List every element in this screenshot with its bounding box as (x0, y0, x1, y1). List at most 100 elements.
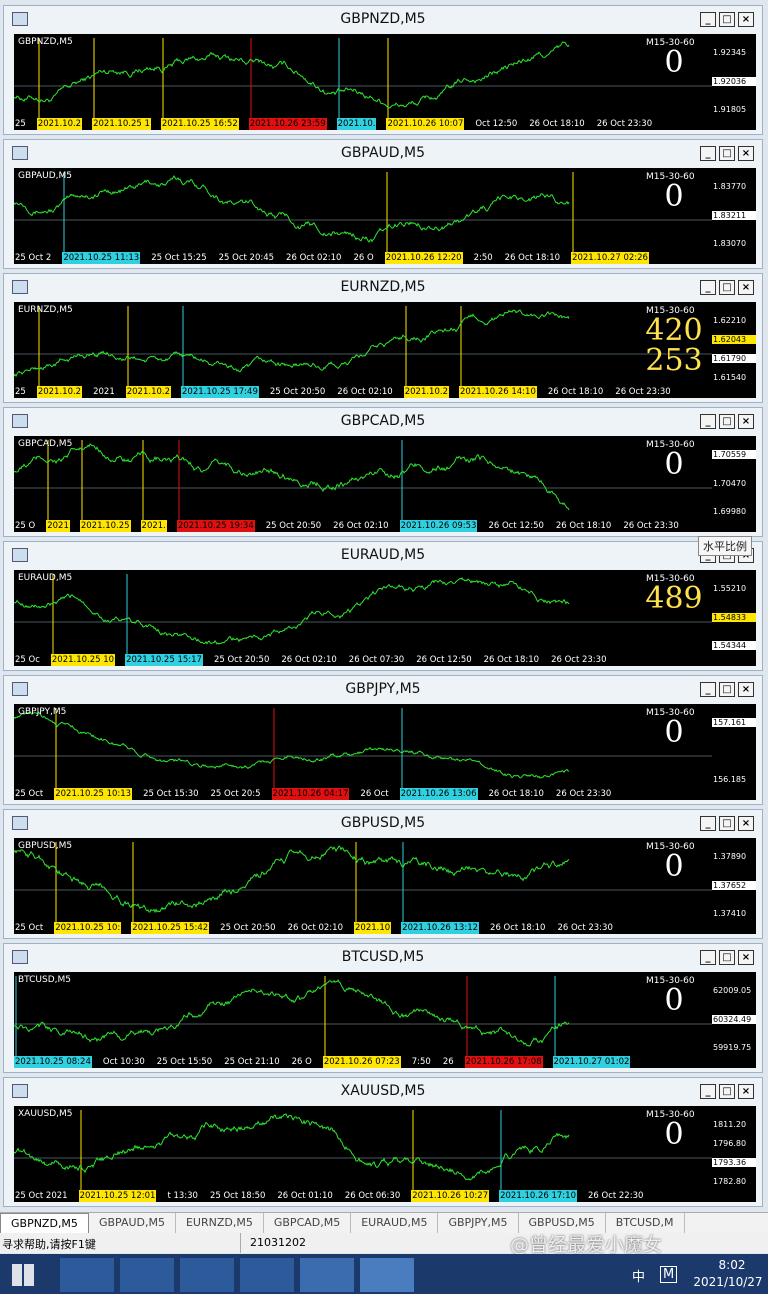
chart-area: GBPAUD,M5 M15-30-60 0 1.83770 1.83211 1.83070… (14, 168, 756, 264)
price-label: 156.185 (713, 775, 747, 784)
time-scale: 25 Oct 2021.10.25 10: 2021.10.25 15:42 25 O… (14, 922, 712, 934)
tab[interactable]: GBPJPY,M5 (438, 1213, 519, 1233)
indicator-label: M15-30-60 (646, 574, 695, 584)
counter: 253 (645, 343, 703, 378)
task-icon[interactable] (120, 1258, 174, 1292)
window-button[interactable]: □ (719, 682, 735, 697)
window-button[interactable]: _ (700, 414, 716, 429)
tab[interactable]: GBPCAD,M5 (264, 1213, 352, 1233)
time-label: 25 Oct 20:50 (220, 923, 276, 933)
time-label: 2021.10.25 17:49 (181, 386, 259, 398)
window-button[interactable]: _ (700, 682, 716, 697)
price-scale: 1.70559 1.70470 1.69980 (712, 450, 756, 516)
window-button[interactable]: □ (719, 950, 735, 965)
window-button[interactable]: × (738, 414, 754, 429)
window-title: GBPAUD,M5 (340, 145, 426, 161)
window-button[interactable]: × (738, 12, 754, 27)
chart-area: XAUUSD,M5 M15-30-60 0 1811.20 1796.80 1793.36… (14, 1106, 756, 1202)
counter: 489 (645, 581, 703, 616)
time-label: 2021.10.26 13:12 (401, 922, 480, 934)
price-path (14, 577, 570, 645)
window-button[interactable]: × (738, 146, 754, 161)
clock-time: 8:02 (718, 1258, 746, 1272)
window-buttons: _□× (700, 414, 754, 429)
time-label: 26 Oct 12:50 (488, 521, 544, 531)
time-label: 26 Oct 18:10 (529, 119, 585, 129)
window-button[interactable]: × (738, 1084, 754, 1099)
ime-mode[interactable]: M (660, 1266, 678, 1283)
window-button[interactable]: _ (700, 816, 716, 831)
time-scale: 25 Oct 2021 2021.10.25 12:01 t 13:30 25 Oct… (14, 1190, 712, 1202)
window-button[interactable]: _ (700, 12, 716, 27)
window-button[interactable]: □ (719, 12, 735, 27)
window-button[interactable]: × (738, 682, 754, 697)
indicator-label: M15-30-60 (646, 38, 695, 48)
time-label: 26 Oct 06:30 (344, 1191, 401, 1201)
task-icon[interactable] (360, 1258, 414, 1292)
price-path (14, 1113, 570, 1181)
time-label: 25 Oct 2021 (15, 1191, 68, 1201)
tab[interactable]: BTCUSD,M (606, 1213, 685, 1233)
window-title: EURAUD,M5 (340, 547, 426, 563)
window-title: BTCUSD,M5 (341, 949, 425, 965)
chart-window: BTCUSD,M5 _ □ × BTCUSD,M5 M15-30-60 0 62009.05 6… (3, 943, 763, 1073)
indicator-label: M15-30-60 (646, 306, 695, 316)
window-button[interactable]: □ (719, 280, 735, 295)
time-label: 2021.10. (336, 118, 377, 130)
time-scale: 25 Oct 2021.10.25 10:13 25 Oct 15:30 25 Oct… (14, 788, 712, 800)
watermark: @曾经最爱小魔女 (510, 1234, 663, 1256)
time-label: 2:50 (473, 253, 493, 263)
price-line (14, 1110, 712, 1190)
chart-area: EURNZD,M5 M15-30-60 420 253 1.62210 1.62043 1.… (14, 302, 756, 398)
tab[interactable]: GBPAUD,M5 (89, 1213, 176, 1233)
task-icon[interactable] (300, 1258, 354, 1292)
price-label: 1.54344 (712, 641, 756, 650)
time-label: 2021.10.25 16:52 (160, 118, 239, 130)
window-title: GBPJPY,M5 (345, 681, 421, 697)
ime[interactable]: 中 (632, 1270, 646, 1285)
tab[interactable]: EURNZD,M5 (176, 1213, 264, 1233)
window-button[interactable]: _ (700, 146, 716, 161)
window-button[interactable]: _ (700, 280, 716, 295)
time-label: 2021.10.2 (36, 386, 83, 398)
window-button[interactable]: _ (700, 1084, 716, 1099)
time-label: 2021.10.2 (403, 386, 449, 398)
window-button[interactable]: □ (719, 816, 735, 831)
tab[interactable]: GBPUSD,M5 (519, 1213, 606, 1233)
counter: 420 (645, 313, 703, 348)
start-button[interactable] (12, 1264, 34, 1286)
price-path (14, 175, 570, 243)
time-label: 26 Oct 12:50 (416, 655, 472, 665)
window-button[interactable]: _ (700, 950, 716, 965)
time-label: 26 O (291, 1057, 312, 1067)
task-icon[interactable] (240, 1258, 294, 1292)
window-button[interactable]: □ (719, 146, 735, 161)
time-label: 2021.10.25 15:42 (131, 922, 210, 934)
price-label: 1.37890 (713, 852, 747, 861)
price-line (14, 842, 712, 922)
time-label: 26 Oct 18:10 (547, 387, 604, 397)
window-button[interactable]: □ (719, 414, 735, 429)
time-label: 25 Oct 20:50 (265, 521, 322, 531)
time-scale: 25 Oc 2021.10.25 10 2021.10.25 15:17 25 Oct… (14, 654, 712, 666)
time-label: 26 Oct 02:10 (337, 387, 393, 397)
window-button[interactable]: × (738, 280, 754, 295)
price-line (14, 708, 712, 788)
task-icon[interactable] (180, 1258, 234, 1292)
time-label: 26 Oct 01:10 (277, 1191, 333, 1201)
time-label: 25 Oct 20:50 (269, 387, 326, 397)
tab[interactable]: GBPNZD,M5 (0, 1213, 89, 1233)
task-icon[interactable] (60, 1258, 114, 1292)
tab[interactable]: EURAUD,M5 (351, 1213, 439, 1233)
window-icon (12, 1084, 28, 1098)
window-button[interactable]: × (738, 816, 754, 831)
time-label: 2021.10.26 17:10 (499, 1190, 577, 1202)
time-label: 26 Oct 23:30 (623, 521, 679, 531)
window-button[interactable]: × (738, 950, 754, 965)
time-label: 2021.10.26 23:59 (248, 118, 327, 130)
chart-area: GBPCAD,M5 M15-30-60 0 1.70559 1.70470 1.69980… (14, 436, 756, 532)
window-button[interactable]: □ (719, 1084, 735, 1099)
time-label: 2021.10 (354, 922, 392, 934)
time-label: 26 Oct 22:30 (587, 1191, 644, 1201)
time-label: 25 O (15, 521, 36, 531)
